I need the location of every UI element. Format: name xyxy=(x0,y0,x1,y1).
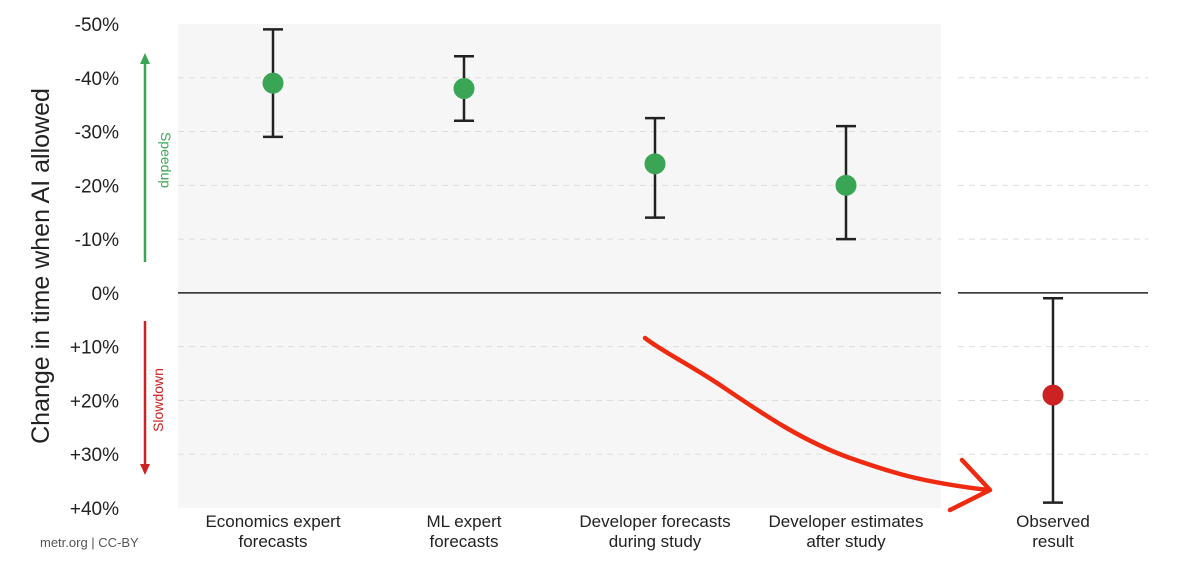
y-tick-label: -50% xyxy=(75,15,119,36)
x-category-label: Developer estimates xyxy=(769,512,924,531)
point-estimate xyxy=(453,78,475,100)
y-tick-label: +20% xyxy=(70,391,119,412)
y-tick-label: +10% xyxy=(70,338,119,359)
y-tick-label: +40% xyxy=(70,499,119,520)
point-estimate xyxy=(644,153,666,175)
x-category-label: ML expert xyxy=(427,512,502,531)
hand-drawn-arrow xyxy=(642,335,993,513)
y-tick-label: -20% xyxy=(75,176,119,197)
gridlines xyxy=(178,77,1148,455)
x-category-label: forecasts xyxy=(239,532,308,551)
x-category-label: Economics expert xyxy=(205,512,340,531)
speedup-label: Speedup xyxy=(158,132,174,188)
speedup-arrow xyxy=(140,53,150,262)
forecast-panel-background xyxy=(178,24,941,508)
y-axis-label: Change in time when AI allowed xyxy=(27,88,55,444)
x-category-label: Developer forecasts xyxy=(579,512,730,531)
point-estimate xyxy=(835,174,857,196)
x-category-label: after study xyxy=(806,532,886,551)
x-category-label: result xyxy=(1032,532,1074,551)
y-tick-label: -40% xyxy=(75,69,119,90)
x-category-label: Observed xyxy=(1016,512,1090,531)
y-tick-label: -10% xyxy=(75,230,119,251)
y-axis-ticks: -50% -40% -30% -20% -10% 0% +10% +20% +30% +40% xyxy=(70,15,119,520)
credit-text: metr.org | CC-BY xyxy=(40,535,139,550)
x-category-label: during study xyxy=(609,532,702,551)
y-tick-label: -30% xyxy=(75,123,119,144)
point-estimate xyxy=(262,72,284,94)
data-points xyxy=(262,28,1064,504)
y-tick-label: +30% xyxy=(70,445,119,466)
point-estimate xyxy=(1042,384,1064,406)
slowdown-arrow xyxy=(140,321,150,475)
slowdown-label: Slowdown xyxy=(150,368,166,432)
x-category-label: forecasts xyxy=(430,532,499,551)
y-tick-label: 0% xyxy=(92,284,120,305)
